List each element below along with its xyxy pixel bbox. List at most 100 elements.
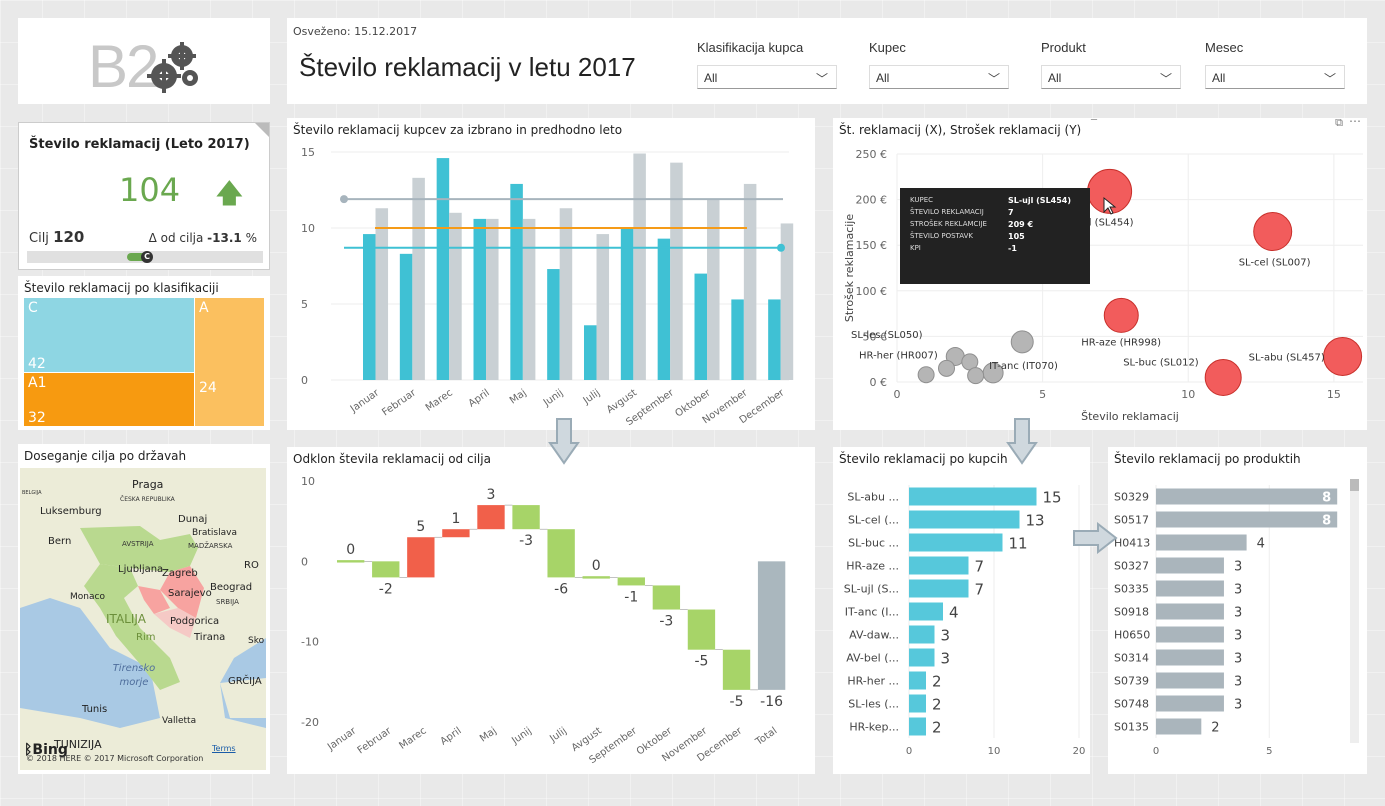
data-label: 3 [1234,675,1242,690]
map-shapes [20,468,266,770]
waterfall-bar [442,529,470,538]
kpi-goal-value: 120 [53,228,85,246]
x-tick-label: 0 [894,388,901,401]
category-label: H0650 [1114,629,1150,642]
map-label: Sko [248,636,265,646]
treemap-cell-a[interactable]: A 24 [195,298,264,426]
scatter-point [1323,336,1363,376]
bar-previous-year [670,162,683,380]
bar [1156,695,1224,712]
y-tick-label: 0 [301,374,308,387]
scrollbar-thumb[interactable] [1350,479,1359,491]
data-label: -2 [379,581,393,597]
tooltip-key: STROŠEK REKLAMCIJE [910,220,987,228]
map-label: Luksemburg [40,506,102,517]
x-tick-label: Total [753,725,779,748]
slicer-label: Produkt [1041,40,1086,55]
y-tick-label: 10 [301,222,315,235]
waterfall-bar [722,649,751,690]
map-label: BELGIJA [22,490,42,496]
kpi-progress-marker [127,253,149,261]
y-tick-label: 50 € [863,330,888,343]
category-label: HR-her ... [847,675,899,688]
data-label: 2 [932,719,942,737]
x-tick-label: 15 [1327,388,1341,401]
bar-previous-year [596,234,610,380]
slicer-dropdown[interactable]: All ﹀ [869,65,1009,89]
bar [1156,511,1338,528]
data-label: 3 [941,650,951,668]
kupci-chart-tile: Število reklamacij po kupcih 0 10 20 SL-abu… [833,447,1090,774]
tooltip-value: 105 [1008,232,1025,241]
map-canvas[interactable]: Praga ČESKA REPUBLIKA Luksemburg Dunaj B… [20,468,266,770]
map-label: GRČIJA [228,676,262,687]
y-tick-label: 15 [301,146,315,159]
data-label: -1 [624,589,638,605]
more-options-icon[interactable]: ⋯ [1349,118,1361,128]
map-label: Praga [132,478,164,491]
y-tick-label: 150 € [856,239,888,252]
bar [909,648,935,667]
x-tick-label: . [777,386,780,397]
bar-previous-year [633,153,646,380]
treemap-label: A1 [28,375,47,391]
category-label: SL-les (... [848,698,899,711]
x-tick-label: Maj [478,725,499,744]
bar [909,694,926,713]
kpi-card[interactable]: Število reklamacij (Leto 2017) 104 🡅 Cil… [18,122,270,270]
scatter-chart[interactable]: 0 € 50 € 100 € 150 € 200 € 250 € 0 5 10 15 Število… [833,118,1367,430]
treemap-cell-c[interactable]: C 42 [24,298,194,372]
bar [909,602,943,621]
data-label: 2 [932,696,942,714]
produkti-bar-chart[interactable]: 0 5 S0329 S0517 H0413 S0327 S0335 S0918 H0650 S03… [1108,447,1367,774]
slicer-dropdown[interactable]: All ﹀ [1041,65,1181,89]
arrow-up-icon: 🡅 [216,179,243,209]
flow-arrow-down-icon [1006,418,1038,465]
slicer-dropdown[interactable]: All ﹀ [1205,65,1345,89]
tooltip-key: ŠTEVILO POSTAVK [910,232,974,240]
data-label: -5 [730,694,744,710]
bing-label: Bing [32,742,68,758]
bar [909,579,969,598]
map-label: Valletta [162,716,197,726]
point-label: SL-cel (SL007) [1239,258,1311,269]
scatter-point [1103,297,1139,333]
x-tick-label: Junij [541,387,565,409]
bar [1156,534,1247,551]
focus-mode-icon[interactable]: ⧉ [1335,118,1343,129]
waterfall-chart[interactable]: 100-10-200Januar-2Februar5Marec1April3Ma… [287,447,815,774]
scatter-point [1010,330,1034,354]
treemap-label: A [199,300,209,316]
y-axis-title: Strošek reklamacije [843,214,856,323]
bar [1156,718,1202,735]
y-tick-label: 0 [301,555,308,568]
bar [909,533,1003,552]
terms-link[interactable]: Terms [212,744,236,753]
treemap-title: Število reklamacij po klasifikaciji [24,281,219,295]
chevron-down-icon: ﹀ [815,72,828,86]
x-tick-label: Januar [325,725,359,753]
combo-chart[interactable]: 0 5 10 15 Januar Februar Marec April Maj Junij Jul… [287,118,815,430]
reference-point [340,195,348,204]
bar-current-year [510,183,523,380]
x-tick-label: Junij [509,725,533,747]
category-label: AV-daw... [849,629,899,642]
map-label: Tirana [194,632,226,643]
data-label: 3 [1234,606,1242,621]
bing-icon: ᛒ [24,742,33,758]
waterfall-bar [687,609,716,650]
y-tick-label: -10 [301,636,319,649]
data-label: 8 [1322,514,1331,529]
category-label: S0135 [1114,721,1149,734]
data-label: 3 [1234,583,1242,598]
waterfall-bar [547,529,575,578]
data-label: 3 [1234,698,1242,713]
treemap-cell-a1[interactable]: A1 32 [24,373,194,426]
kupci-bar-chart[interactable]: 0 10 20 SL-abu ... SL-cel (... SL-buc ... HR-a… [833,447,1090,774]
map-label: Beograd [210,582,253,593]
drag-handle-icon[interactable]: ═ [1091,118,1098,125]
scrollbar[interactable] [1350,479,1359,743]
bar-previous-year [707,199,720,380]
map-label: Sarajevo [168,588,212,599]
slicer-dropdown[interactable]: All ﹀ [697,65,837,89]
